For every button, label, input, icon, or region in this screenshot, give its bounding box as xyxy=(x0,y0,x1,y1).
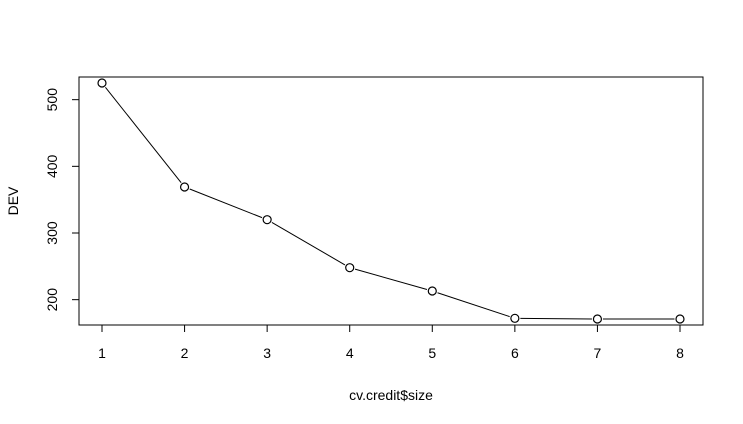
data-point xyxy=(97,78,107,88)
x-axis: 1 2 3 4 5 6 7 8 xyxy=(98,324,684,361)
x-tick-label: 8 xyxy=(676,345,684,361)
x-tick-label: 7 xyxy=(594,345,602,361)
y-axis-label: DEV xyxy=(5,186,21,215)
x-tick-label: 4 xyxy=(346,345,354,361)
x-tick-label: 1 xyxy=(98,345,106,361)
x-tick-label: 5 xyxy=(428,345,436,361)
data-point xyxy=(179,182,190,192)
series-line-segment xyxy=(271,221,346,266)
series-line-segment xyxy=(189,188,263,219)
y-tick-label: 300 xyxy=(44,221,60,245)
x-tick-label: 3 xyxy=(263,345,271,361)
y-tick-label: 400 xyxy=(44,154,60,178)
series-dev xyxy=(97,78,685,324)
data-point xyxy=(592,314,603,324)
x-tick-label: 2 xyxy=(181,345,189,361)
data-point xyxy=(510,313,520,323)
series-line-segment xyxy=(437,292,510,318)
data-point xyxy=(262,215,272,225)
data-point xyxy=(427,286,437,296)
y-tick-label: 200 xyxy=(44,288,60,312)
data-point xyxy=(675,314,685,324)
x-axis-label: cv.credit$size xyxy=(349,387,433,403)
series-line-segment xyxy=(354,268,428,290)
y-tick-label: 500 xyxy=(44,88,60,112)
data-point xyxy=(345,263,355,273)
y-axis: 200 300 400 500 xyxy=(44,88,80,312)
x-tick-label: 6 xyxy=(511,345,519,361)
series-line-segment xyxy=(105,86,182,184)
series-line-segment xyxy=(520,317,592,320)
